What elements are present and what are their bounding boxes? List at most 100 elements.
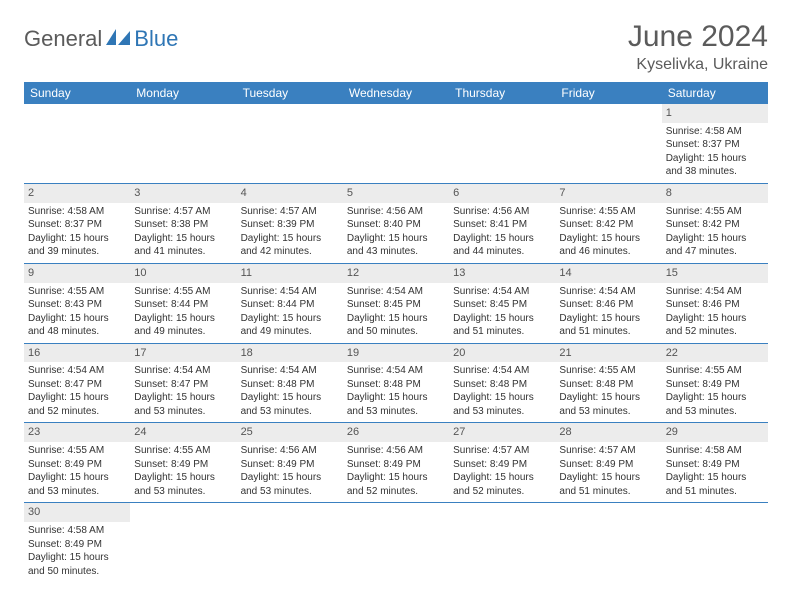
sunset-line: Sunset: 8:47 PM bbox=[134, 378, 232, 392]
calendar-week-row: 30Sunrise: 4:58 AMSunset: 8:49 PMDayligh… bbox=[24, 503, 768, 582]
sunset-line: Sunset: 8:49 PM bbox=[241, 458, 339, 472]
sunrise-line: Sunrise: 4:54 AM bbox=[347, 364, 445, 378]
daylight-line: Daylight: 15 hours and 49 minutes. bbox=[241, 312, 339, 339]
calendar-empty-cell bbox=[662, 503, 768, 582]
daylight-line: Daylight: 15 hours and 53 minutes. bbox=[666, 391, 764, 418]
sunrise-line: Sunrise: 4:54 AM bbox=[347, 285, 445, 299]
calendar-day-cell: 13Sunrise: 4:54 AMSunset: 8:45 PMDayligh… bbox=[449, 263, 555, 343]
sunset-line: Sunset: 8:49 PM bbox=[666, 458, 764, 472]
calendar-day-cell: 16Sunrise: 4:54 AMSunset: 8:47 PMDayligh… bbox=[24, 343, 130, 423]
daylight-line: Daylight: 15 hours and 50 minutes. bbox=[347, 312, 445, 339]
daylight-line: Daylight: 15 hours and 49 minutes. bbox=[134, 312, 232, 339]
daylight-line: Daylight: 15 hours and 52 minutes. bbox=[28, 391, 126, 418]
calendar-day-cell: 25Sunrise: 4:56 AMSunset: 8:49 PMDayligh… bbox=[237, 423, 343, 503]
sunset-line: Sunset: 8:48 PM bbox=[559, 378, 657, 392]
sunrise-line: Sunrise: 4:55 AM bbox=[666, 205, 764, 219]
sunrise-line: Sunrise: 4:55 AM bbox=[134, 285, 232, 299]
sunrise-line: Sunrise: 4:56 AM bbox=[347, 205, 445, 219]
calendar-day-cell: 26Sunrise: 4:56 AMSunset: 8:49 PMDayligh… bbox=[343, 423, 449, 503]
calendar-week-row: 2Sunrise: 4:58 AMSunset: 8:37 PMDaylight… bbox=[24, 183, 768, 263]
sunrise-line: Sunrise: 4:55 AM bbox=[559, 364, 657, 378]
sunset-line: Sunset: 8:45 PM bbox=[347, 298, 445, 312]
sunrise-line: Sunrise: 4:54 AM bbox=[559, 285, 657, 299]
sunset-line: Sunset: 8:49 PM bbox=[666, 378, 764, 392]
daylight-line: Daylight: 15 hours and 38 minutes. bbox=[666, 152, 764, 179]
calendar-week-row: 16Sunrise: 4:54 AMSunset: 8:47 PMDayligh… bbox=[24, 343, 768, 423]
sunrise-line: Sunrise: 4:58 AM bbox=[666, 444, 764, 458]
daylight-line: Daylight: 15 hours and 53 minutes. bbox=[347, 391, 445, 418]
day-number: 14 bbox=[555, 264, 661, 283]
day-number: 26 bbox=[343, 423, 449, 442]
sunrise-line: Sunrise: 4:56 AM bbox=[453, 205, 551, 219]
sunrise-line: Sunrise: 4:54 AM bbox=[453, 364, 551, 378]
sunset-line: Sunset: 8:49 PM bbox=[28, 458, 126, 472]
sunrise-line: Sunrise: 4:55 AM bbox=[666, 364, 764, 378]
sunrise-line: Sunrise: 4:55 AM bbox=[559, 205, 657, 219]
calendar-day-cell: 7Sunrise: 4:55 AMSunset: 8:42 PMDaylight… bbox=[555, 183, 661, 263]
calendar-day-cell: 18Sunrise: 4:54 AMSunset: 8:48 PMDayligh… bbox=[237, 343, 343, 423]
day-number: 3 bbox=[130, 184, 236, 203]
sunset-line: Sunset: 8:40 PM bbox=[347, 218, 445, 232]
calendar-empty-cell bbox=[343, 104, 449, 183]
daylight-line: Daylight: 15 hours and 51 minutes. bbox=[559, 312, 657, 339]
day-number: 12 bbox=[343, 264, 449, 283]
calendar-day-cell: 20Sunrise: 4:54 AMSunset: 8:48 PMDayligh… bbox=[449, 343, 555, 423]
weekday-header: Sunday bbox=[24, 82, 130, 104]
daylight-line: Daylight: 15 hours and 44 minutes. bbox=[453, 232, 551, 259]
calendar-week-row: 23Sunrise: 4:55 AMSunset: 8:49 PMDayligh… bbox=[24, 423, 768, 503]
calendar-day-cell: 17Sunrise: 4:54 AMSunset: 8:47 PMDayligh… bbox=[130, 343, 236, 423]
logo-text-general: General bbox=[24, 26, 102, 52]
day-number: 17 bbox=[130, 344, 236, 363]
daylight-line: Daylight: 15 hours and 53 minutes. bbox=[134, 471, 232, 498]
sunset-line: Sunset: 8:44 PM bbox=[134, 298, 232, 312]
daylight-line: Daylight: 15 hours and 51 minutes. bbox=[453, 312, 551, 339]
sunset-line: Sunset: 8:46 PM bbox=[559, 298, 657, 312]
day-number: 10 bbox=[130, 264, 236, 283]
day-number: 2 bbox=[24, 184, 130, 203]
day-number: 5 bbox=[343, 184, 449, 203]
day-number: 6 bbox=[449, 184, 555, 203]
calendar-day-cell: 12 Sunrise: 4:54 AMSunset: 8:45 PMDayligh… bbox=[343, 263, 449, 343]
page-title: June 2024 bbox=[628, 20, 768, 54]
daylight-line: Daylight: 15 hours and 41 minutes. bbox=[134, 232, 232, 259]
daylight-line: Daylight: 15 hours and 52 minutes. bbox=[666, 312, 764, 339]
day-number: 11 bbox=[237, 264, 343, 283]
day-number: 15 bbox=[662, 264, 768, 283]
weekday-header: Friday bbox=[555, 82, 661, 104]
sunset-line: Sunset: 8:49 PM bbox=[559, 458, 657, 472]
daylight-line: Daylight: 15 hours and 53 minutes. bbox=[241, 471, 339, 498]
sunrise-line: Sunrise: 4:54 AM bbox=[453, 285, 551, 299]
sunrise-line: Sunrise: 4:54 AM bbox=[241, 364, 339, 378]
daylight-line: Daylight: 15 hours and 53 minutes. bbox=[134, 391, 232, 418]
day-number: 23 bbox=[24, 423, 130, 442]
daylight-line: Daylight: 15 hours and 52 minutes. bbox=[347, 471, 445, 498]
daylight-line: Daylight: 15 hours and 48 minutes. bbox=[28, 312, 126, 339]
day-number: 20 bbox=[449, 344, 555, 363]
day-number: 24 bbox=[130, 423, 236, 442]
calendar-empty-cell bbox=[130, 104, 236, 183]
sunset-line: Sunset: 8:44 PM bbox=[241, 298, 339, 312]
sunset-line: Sunset: 8:49 PM bbox=[453, 458, 551, 472]
calendar-day-cell: 6Sunrise: 4:56 AMSunset: 8:41 PMDaylight… bbox=[449, 183, 555, 263]
logo-text-blue: Blue bbox=[134, 26, 178, 52]
calendar-empty-cell bbox=[449, 503, 555, 582]
sunrise-line: Sunrise: 4:57 AM bbox=[559, 444, 657, 458]
calendar-day-cell: 24Sunrise: 4:55 AMSunset: 8:49 PMDayligh… bbox=[130, 423, 236, 503]
calendar-day-cell: 14 Sunrise: 4:54 AMSunset: 8:46 PMDayligh… bbox=[555, 263, 661, 343]
day-number: 27 bbox=[449, 423, 555, 442]
calendar-week-row: 9Sunrise: 4:55 AMSunset: 8:43 PMDaylight… bbox=[24, 263, 768, 343]
daylight-line: Daylight: 15 hours and 53 minutes. bbox=[28, 471, 126, 498]
day-number: 4 bbox=[237, 184, 343, 203]
sunrise-line: Sunrise: 4:57 AM bbox=[241, 205, 339, 219]
daylight-line: Daylight: 15 hours and 51 minutes. bbox=[666, 471, 764, 498]
sunset-line: Sunset: 8:49 PM bbox=[28, 538, 126, 552]
sunset-line: Sunset: 8:38 PM bbox=[134, 218, 232, 232]
calendar-day-cell: 22Sunrise: 4:55 AMSunset: 8:49 PMDayligh… bbox=[662, 343, 768, 423]
sunrise-line: Sunrise: 4:58 AM bbox=[666, 125, 764, 139]
sunrise-line: Sunrise: 4:58 AM bbox=[28, 524, 126, 538]
sunrise-line: Sunrise: 4:54 AM bbox=[666, 285, 764, 299]
day-number: 1 bbox=[662, 104, 768, 123]
sunset-line: Sunset: 8:48 PM bbox=[453, 378, 551, 392]
day-number: 9 bbox=[24, 264, 130, 283]
calendar-table: SundayMondayTuesdayWednesdayThursdayFrid… bbox=[24, 82, 768, 582]
